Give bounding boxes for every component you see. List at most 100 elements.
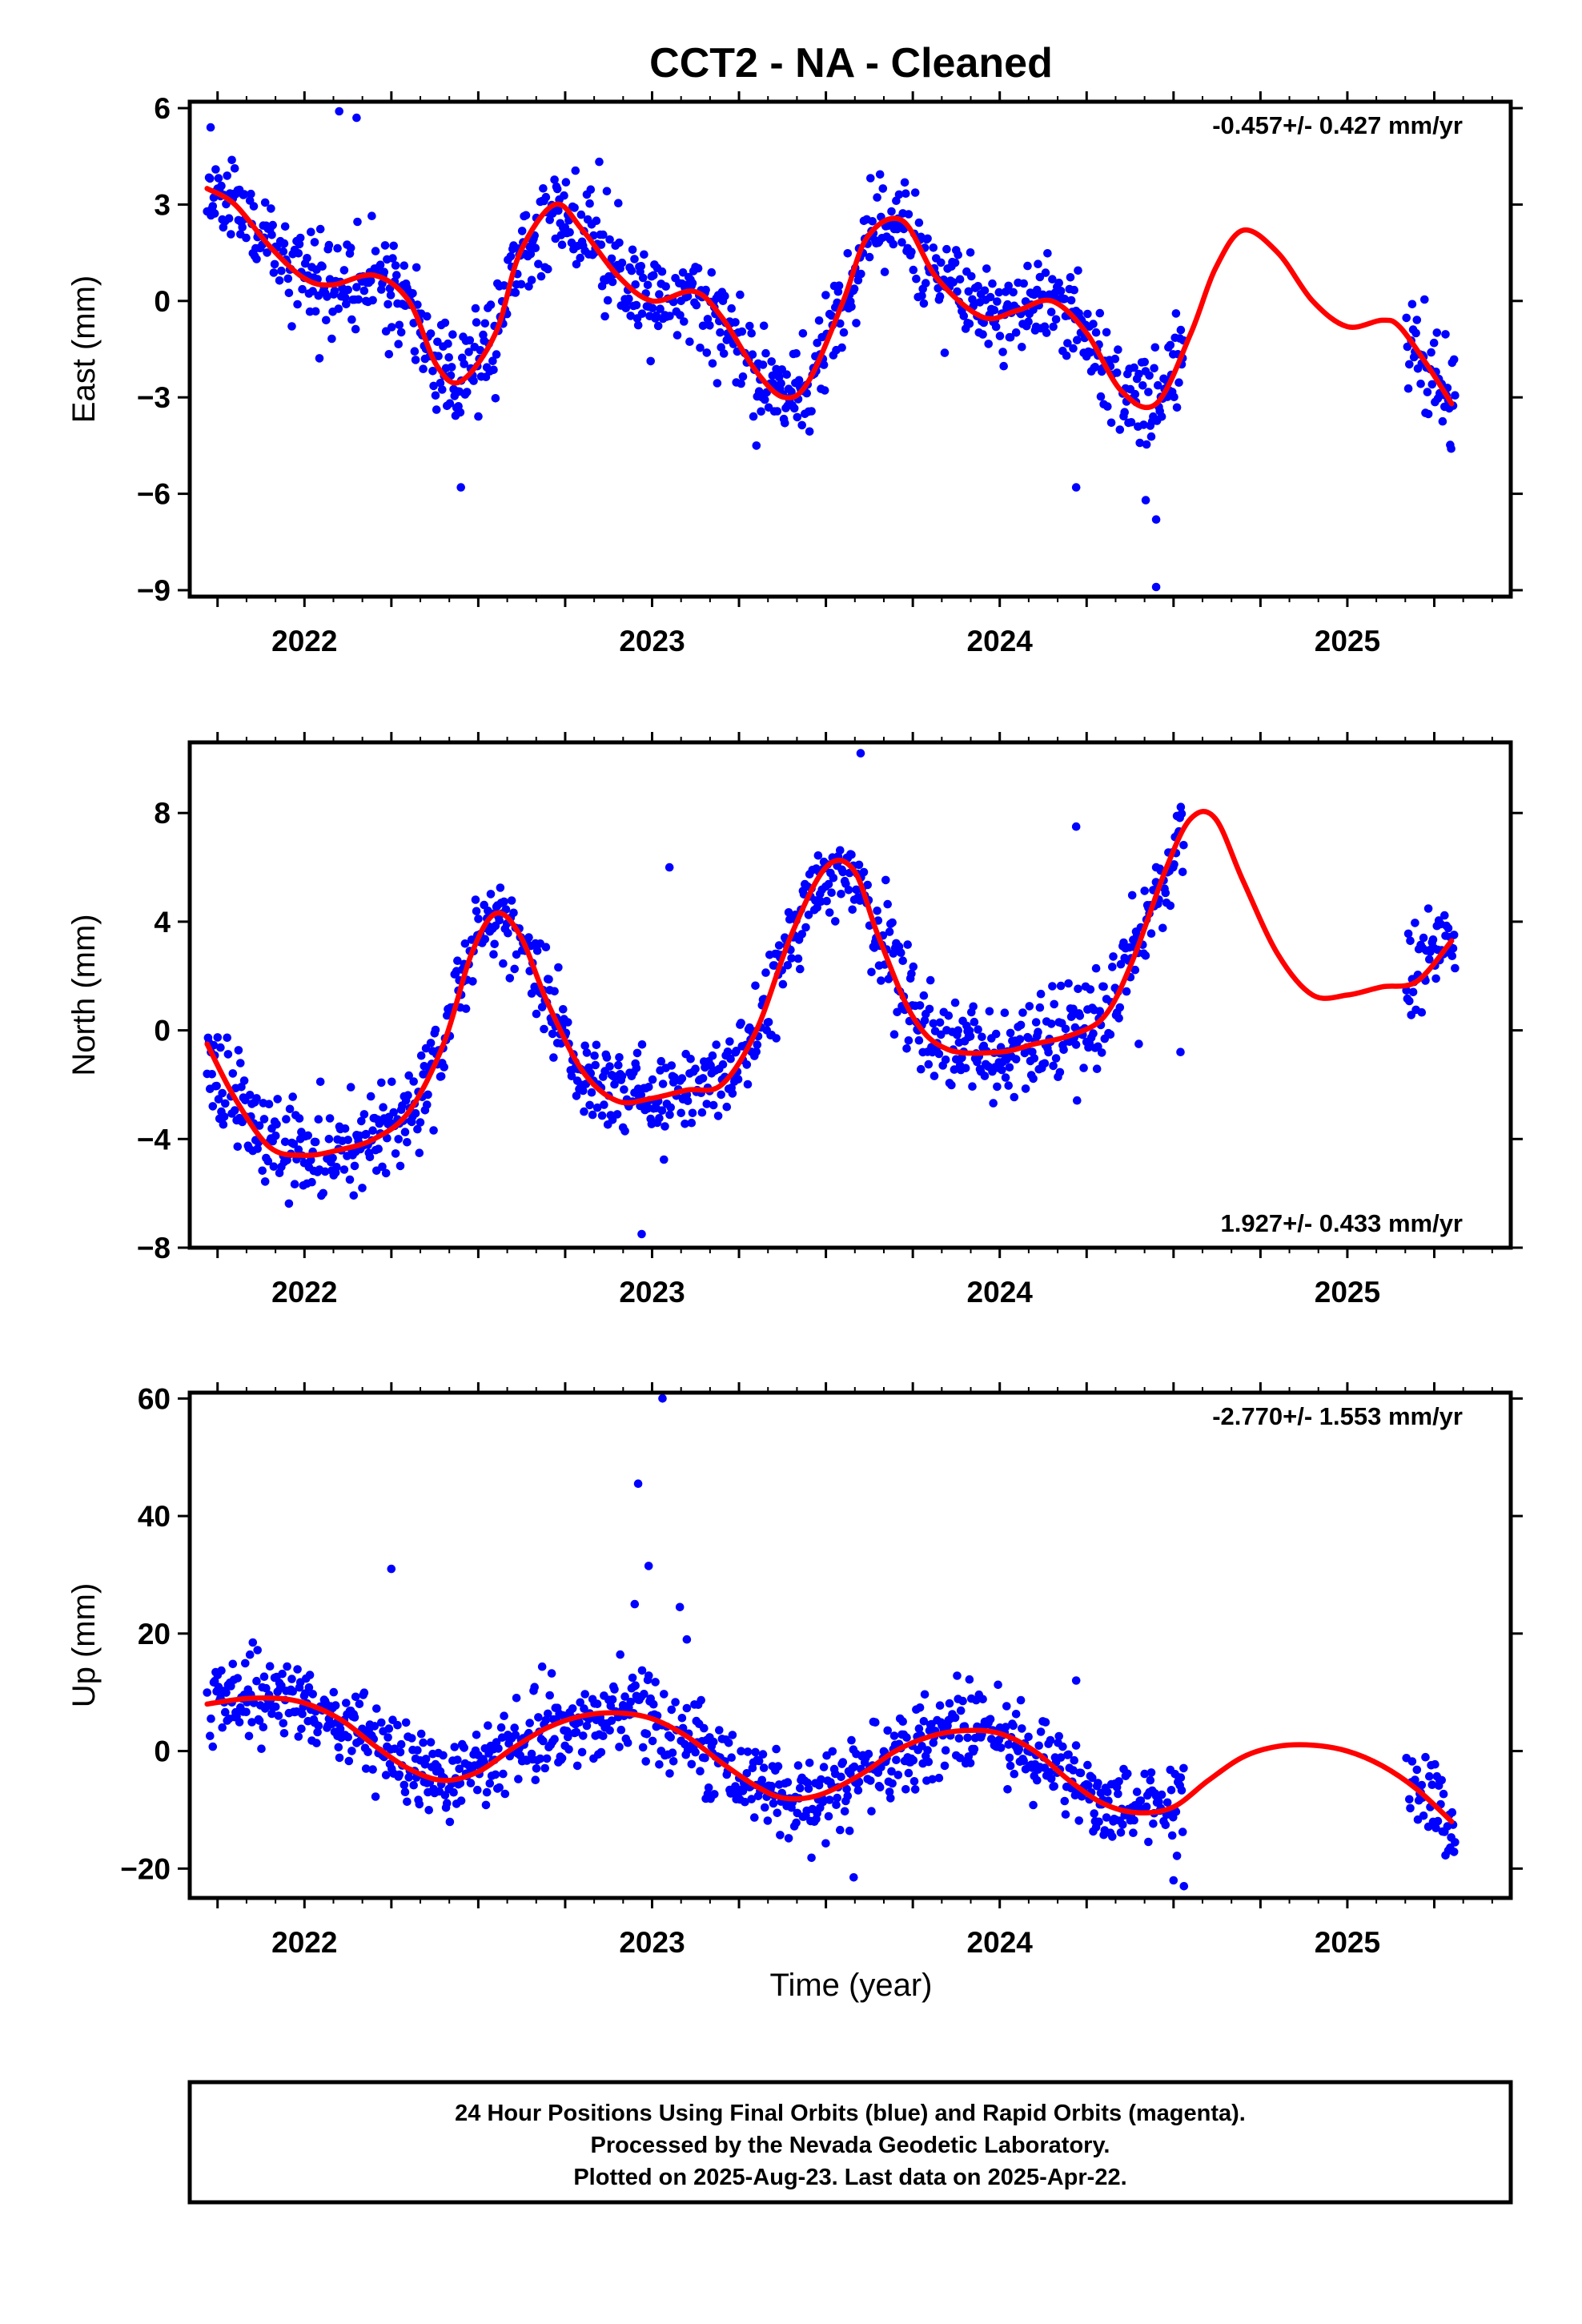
data-point — [660, 1155, 669, 1164]
data-point — [359, 1110, 369, 1119]
data-point — [1447, 1807, 1457, 1817]
data-point — [709, 1737, 718, 1747]
data-point — [701, 285, 710, 295]
data-point — [677, 1108, 685, 1118]
data-point — [607, 1716, 616, 1725]
data-point — [490, 939, 499, 949]
data-point — [620, 1127, 629, 1136]
data-point — [742, 1769, 752, 1778]
data-point — [1161, 1820, 1170, 1830]
data-point — [1443, 923, 1453, 933]
data-point — [978, 1032, 986, 1042]
data-point — [652, 311, 661, 320]
data-point — [615, 1743, 624, 1751]
data-point — [697, 1695, 705, 1705]
data-point — [772, 1744, 781, 1754]
data-point — [1158, 923, 1167, 933]
data-point — [541, 943, 551, 951]
data-point — [239, 1076, 249, 1085]
data-point — [367, 211, 376, 221]
data-point — [1106, 418, 1116, 428]
data-point — [1096, 392, 1106, 401]
data-point — [1406, 936, 1415, 946]
data-point — [903, 940, 912, 949]
data-point — [248, 1638, 258, 1647]
data-point — [377, 1078, 386, 1088]
data-point — [807, 1853, 816, 1863]
data-point — [865, 252, 874, 262]
data-point — [632, 1063, 641, 1072]
data-point — [431, 391, 440, 400]
data-point — [295, 239, 304, 249]
data-point — [436, 379, 445, 388]
data-point — [887, 207, 896, 216]
data-point — [433, 337, 442, 347]
data-point — [596, 240, 606, 249]
data-point — [897, 948, 905, 957]
data-point — [403, 1797, 412, 1807]
data-point — [832, 1800, 841, 1809]
data-point — [1068, 1011, 1077, 1020]
data-point — [924, 1757, 934, 1767]
data-point — [616, 1650, 624, 1659]
data-point — [404, 1091, 412, 1100]
data-point — [1403, 384, 1413, 393]
data-point — [749, 412, 758, 421]
data-point — [393, 1720, 402, 1730]
data-point — [580, 1107, 588, 1116]
data-point — [953, 287, 962, 296]
data-point — [1177, 1786, 1186, 1795]
data-point — [416, 1051, 426, 1060]
data-point — [219, 1120, 228, 1129]
data-point — [640, 250, 648, 259]
data-point — [460, 1743, 468, 1752]
data-point — [271, 1131, 280, 1140]
data-point — [867, 967, 876, 977]
data-point — [1002, 1702, 1011, 1711]
data-point — [616, 1725, 626, 1735]
data-point — [1146, 1768, 1156, 1777]
data-point — [600, 1100, 608, 1109]
data-point — [1050, 1782, 1058, 1791]
x-tick-label: 2022 — [271, 1276, 337, 1309]
data-point — [631, 1681, 640, 1690]
data-point — [283, 1156, 291, 1164]
data-point — [646, 356, 655, 366]
data-point — [856, 749, 865, 758]
data-point — [702, 1100, 712, 1108]
data-point — [255, 1121, 264, 1130]
data-point — [453, 1755, 462, 1764]
data-point — [212, 1081, 221, 1091]
data-point — [854, 860, 864, 870]
data-point — [1405, 996, 1414, 1006]
data-point — [1134, 369, 1143, 379]
data-point — [1176, 325, 1186, 335]
data-point — [961, 1063, 970, 1073]
data-point — [817, 1775, 825, 1784]
data-point — [500, 281, 508, 290]
data-point — [728, 1731, 737, 1739]
north-rate-label: 1.927+/- 0.433 mm/yr — [1221, 1209, 1463, 1237]
data-point — [1428, 935, 1438, 944]
data-point — [978, 330, 987, 339]
data-point — [731, 1782, 740, 1791]
data-point — [878, 184, 888, 193]
data-point — [218, 1088, 227, 1098]
data-point — [505, 974, 515, 983]
data-point — [935, 1701, 945, 1710]
data-point — [1102, 328, 1111, 337]
data-point — [536, 271, 546, 281]
data-point — [842, 1784, 851, 1794]
data-point — [610, 1080, 619, 1089]
data-point — [853, 275, 863, 285]
data-point — [964, 287, 974, 296]
data-point — [280, 222, 290, 231]
data-point — [843, 1791, 853, 1800]
data-point — [396, 1739, 406, 1749]
data-point — [395, 320, 404, 330]
data-point — [986, 1715, 995, 1723]
data-point — [773, 1808, 782, 1818]
data-point — [999, 361, 1008, 371]
data-point — [1016, 1695, 1026, 1705]
